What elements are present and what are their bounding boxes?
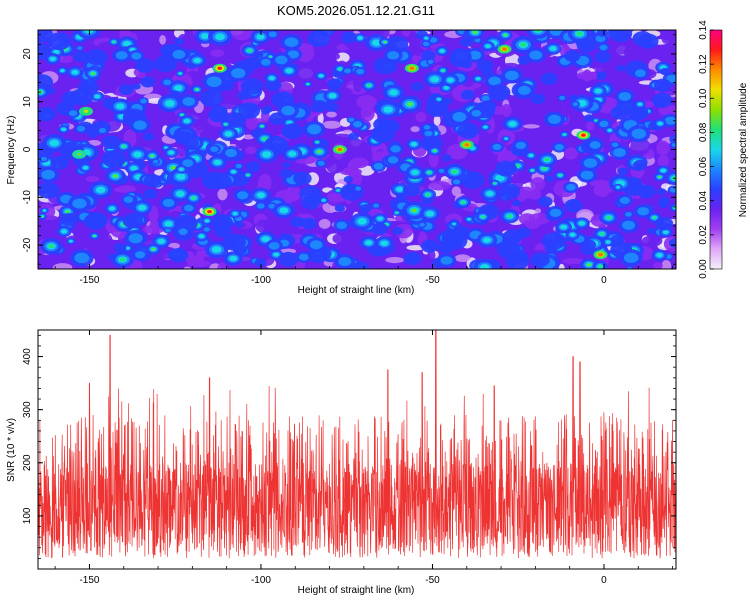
x-tick-label: -100 [251, 575, 271, 586]
heatmap-peaks [72, 44, 608, 260]
colorbar-tick-label: 0.14 [698, 20, 709, 40]
heatmap-peak [404, 63, 419, 73]
y-tick-label: 20 [22, 48, 33, 60]
heatmap-peak [212, 63, 227, 73]
colorbar-tick-label: 0.02 [698, 225, 709, 245]
heatmap-peak [459, 140, 474, 150]
heatmap-y-label: Frequency (Hz) [6, 116, 17, 185]
y-tick-label: -20 [22, 237, 33, 252]
heatmap-peak [593, 250, 608, 260]
heatmap-peak [72, 149, 87, 159]
snr-y-ticks: 100 200 300 400 [22, 334, 676, 570]
y-tick-label: 400 [22, 348, 33, 365]
chart-title: KOM5.2026.051.12.21.G11 [277, 3, 435, 18]
snr-x-ticks: -150 -100 -50 0 [54, 330, 673, 586]
x-tick-label: -150 [79, 275, 99, 286]
heatmap-peak [332, 145, 347, 154]
x-tick-label: -150 [79, 575, 99, 586]
heatmap-peak [79, 106, 94, 116]
heatmap-x-label: Height of straight line (km) [298, 285, 415, 296]
x-tick-label: 0 [601, 275, 607, 286]
x-tick-label: -50 [425, 575, 440, 586]
x-tick-label: -50 [425, 275, 440, 286]
y-tick-label: 100 [22, 507, 33, 524]
y-tick-label: 10 [22, 96, 33, 108]
snr-y-label: SNR (10 * v/v) [6, 418, 17, 482]
colorbar-gradient [709, 29, 723, 270]
heatmap-peak [202, 207, 217, 217]
colorbar-tick-label: 0.00 [698, 259, 709, 279]
colorbar-tick-label: 0.12 [698, 54, 709, 74]
colorbar: 0.00 0.02 0.04 0.06 0.08 0.10 0.12 0.14 Normali… [698, 20, 749, 279]
y-tick-label: 200 [22, 454, 33, 471]
y-tick-label: -10 [22, 190, 33, 205]
snr-x-label: Height of straight line (km) [298, 585, 415, 596]
snr-panel: -150 -100 -50 0 100 200 300 400 Height of stra… [6, 329, 677, 596]
heatmap-x-ticks: -150 -100 -50 0 [54, 30, 673, 286]
y-tick-label: 300 [22, 401, 33, 418]
colorbar-tick-label: 0.06 [698, 156, 709, 176]
heatmap-peak [497, 44, 512, 54]
x-tick-label: 0 [601, 575, 607, 586]
y-tick-label: 0 [22, 146, 33, 152]
colorbar-tick-label: 0.10 [698, 88, 709, 108]
snr-frame [37, 329, 677, 570]
colorbar-tick-label: 0.08 [698, 122, 709, 142]
colorbar-tick-label: 0.04 [698, 191, 709, 211]
heatmap-peak [576, 130, 591, 140]
colorbar-label: Normalized spectral amplitude [738, 82, 749, 217]
x-tick-label: -100 [251, 275, 271, 286]
colorbar-ticks: 0.00 0.02 0.04 0.06 0.08 0.10 0.12 0.14 [698, 20, 714, 279]
snr-series-line [38, 330, 676, 559]
snr-spikes [89, 330, 581, 538]
heatmap-field [38, 30, 676, 269]
heatmap-y-ticks: -20 -10 0 10 20 [22, 34, 676, 265]
